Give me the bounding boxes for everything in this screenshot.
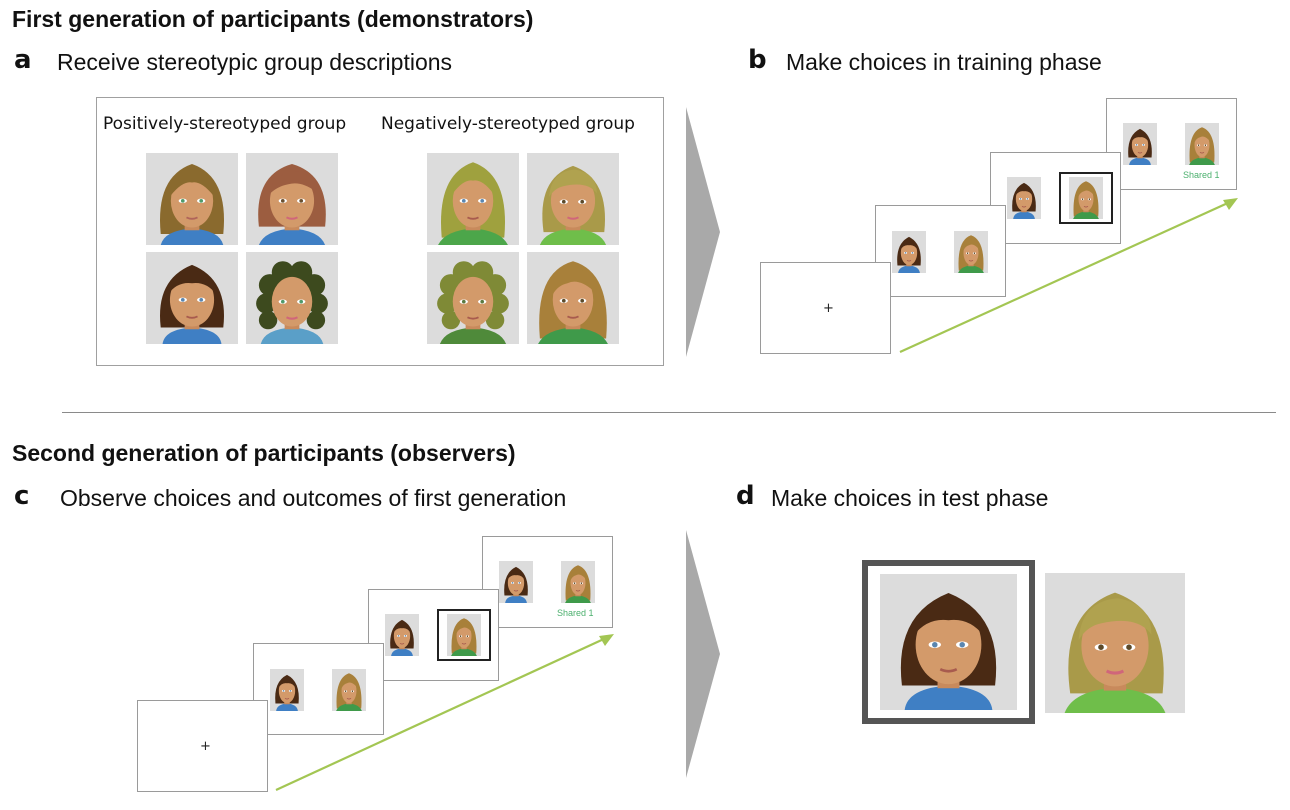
selection-frame xyxy=(437,609,491,661)
face-image xyxy=(146,252,238,344)
face-image xyxy=(527,252,619,344)
face-image xyxy=(499,561,533,603)
section-divider xyxy=(62,412,1276,413)
face-image xyxy=(1185,123,1219,165)
trial-screen-fixation: + xyxy=(760,262,891,354)
face-image xyxy=(561,561,595,603)
chevron-right-icon xyxy=(686,530,720,778)
face-image xyxy=(1045,573,1185,713)
face-image xyxy=(427,252,519,344)
time-arrow xyxy=(275,634,614,791)
trial-screen-faces xyxy=(253,643,384,735)
outcome-feedback-text: Shared 1 xyxy=(557,608,594,618)
panel-a-label: Receive stereotypic group descriptions xyxy=(57,49,453,75)
trial-screen-outcome: Shared 1 xyxy=(1106,98,1237,190)
trial-screen-outcome: Shared 1 xyxy=(482,536,613,628)
panel-d-letter: d xyxy=(736,481,755,511)
fixation-cross: + xyxy=(200,739,211,754)
positive-group-label: Positively-stereotyped group xyxy=(103,114,347,134)
face-image xyxy=(527,153,619,245)
group-descriptions-box: Positively-stereotyped group Negatively-… xyxy=(96,97,664,366)
panel-c-letter: c xyxy=(14,481,30,511)
outcome-feedback-text: Shared 1 xyxy=(1183,170,1220,180)
face-image xyxy=(146,153,238,245)
trial-screen-fixation: + xyxy=(137,700,268,792)
panel-b-letter: b xyxy=(748,45,767,75)
panel-b-label: Make choices in training phase xyxy=(786,49,1102,75)
selected-choice-frame xyxy=(862,560,1035,724)
face-image xyxy=(246,153,338,245)
chevron-right-icon xyxy=(686,107,720,357)
first-generation-title: First generation of participants (demons… xyxy=(12,6,534,32)
second-generation-title: Second generation of participants (obser… xyxy=(12,440,516,466)
trial-screen-choice xyxy=(990,152,1121,244)
face-image xyxy=(1123,123,1157,165)
panel-d-label: Make choices in test phase xyxy=(771,485,1049,511)
trial-screen-choice xyxy=(368,589,499,681)
negative-group-label: Negatively-stereotyped group xyxy=(381,114,635,134)
face-image xyxy=(427,153,519,245)
trial-screen-faces xyxy=(875,205,1006,297)
fixation-cross: + xyxy=(823,301,834,316)
selection-frame xyxy=(1059,172,1113,224)
face-image xyxy=(880,574,1017,710)
face-image xyxy=(246,252,338,344)
panel-a-letter: a xyxy=(14,45,32,75)
time-arrow xyxy=(899,198,1238,354)
panel-c-label: Observe choices and outcomes of first ge… xyxy=(60,485,567,511)
